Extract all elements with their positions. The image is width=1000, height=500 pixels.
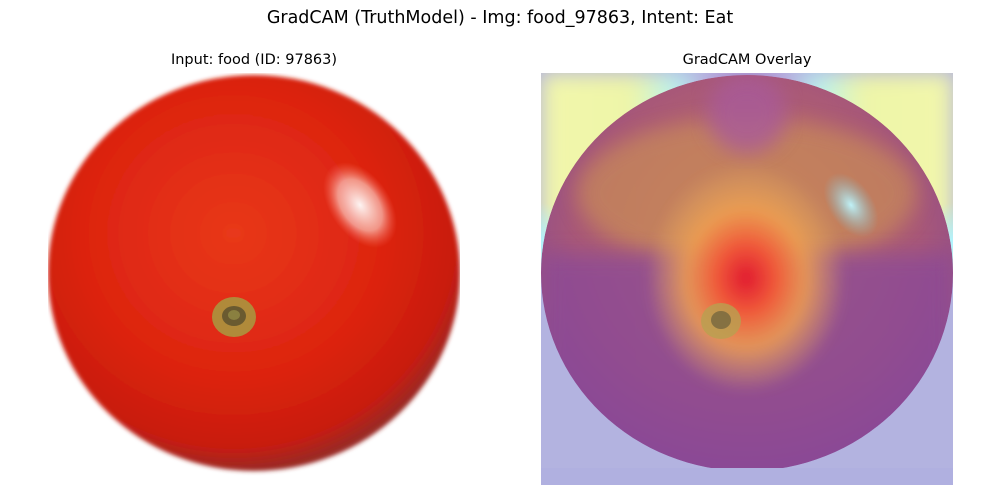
tomato-body — [48, 75, 460, 471]
overlay-highlight — [823, 172, 879, 238]
overlay-panel-title: GradCAM Overlay — [682, 52, 812, 68]
input-image — [48, 73, 460, 485]
gradcam-heatmap — [541, 73, 953, 485]
heatmap-hotspot — [646, 163, 846, 393]
tomato-highlight — [323, 162, 397, 248]
tomato-image — [48, 75, 460, 471]
input-panel-title: Input: food (ID: 97863) — [170, 52, 338, 68]
figure-title: GradCAM (TruthModel) - Img: food_97863, … — [266, 8, 734, 28]
gradcam-overlay-image — [541, 73, 953, 485]
